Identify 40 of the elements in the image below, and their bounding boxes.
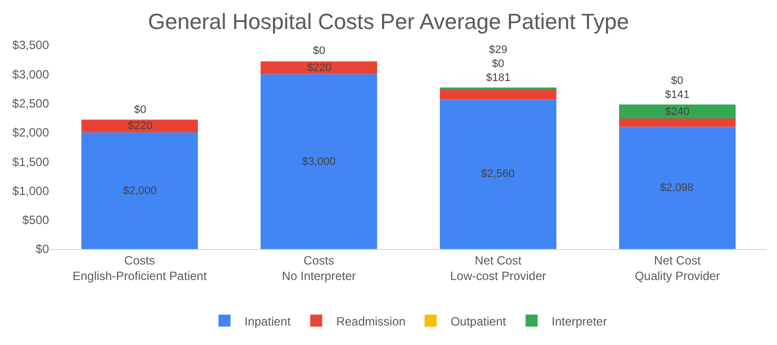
bar (619, 104, 736, 118)
data-label: $0 (671, 75, 684, 87)
data-label: $2,560 (481, 168, 515, 180)
data-label: $220 (307, 62, 332, 74)
y-tick-label: $1,500 (12, 154, 50, 169)
data-label: $181 (486, 72, 510, 84)
bar (81, 132, 198, 249)
data-label: $2,000 (123, 185, 157, 197)
y-tick-label: $1,000 (12, 184, 50, 198)
y-tick-label: $500 (22, 213, 50, 228)
x-tick-label: Costs English-Proficient Patient (72, 253, 208, 283)
bar (81, 120, 198, 132)
y-tick-label: $2,500 (12, 96, 50, 110)
chart-title: General Hospital Costs Per Average Patient Type (148, 9, 630, 34)
bar (260, 61, 378, 74)
y-tick-label: $2,000 (12, 126, 50, 140)
y-tick-label: $3,500 (12, 38, 50, 52)
x-tick-label: Costs No Interpreter (282, 253, 356, 283)
data-label: $29 (489, 44, 508, 56)
bar (619, 118, 736, 127)
data-label: $240 (665, 106, 690, 118)
bar (440, 89, 556, 100)
legend-label: Inpatient (244, 314, 292, 328)
data-label: $0 (492, 58, 504, 70)
bar (260, 74, 378, 249)
data-label: $3,000 (302, 156, 336, 168)
y-tick-label: $0 (36, 242, 50, 256)
data-label: $2,098 (660, 182, 694, 194)
legend-label: Readmission (336, 314, 406, 328)
legend-label: Interpreter (552, 314, 607, 328)
x-tick-label: Net Cost Quality Provider (634, 253, 720, 283)
bar (440, 100, 556, 249)
legend-label: Outpatient (450, 314, 507, 328)
data-label: $0 (313, 45, 326, 57)
y-tick-label: $3,000 (12, 67, 50, 82)
data-label: $220 (128, 120, 152, 132)
data-label: $141 (665, 89, 690, 101)
data-label: $0 (134, 104, 146, 116)
bar (619, 126, 736, 249)
x-tick-label: Net Cost Low-cost Provider (450, 253, 546, 283)
